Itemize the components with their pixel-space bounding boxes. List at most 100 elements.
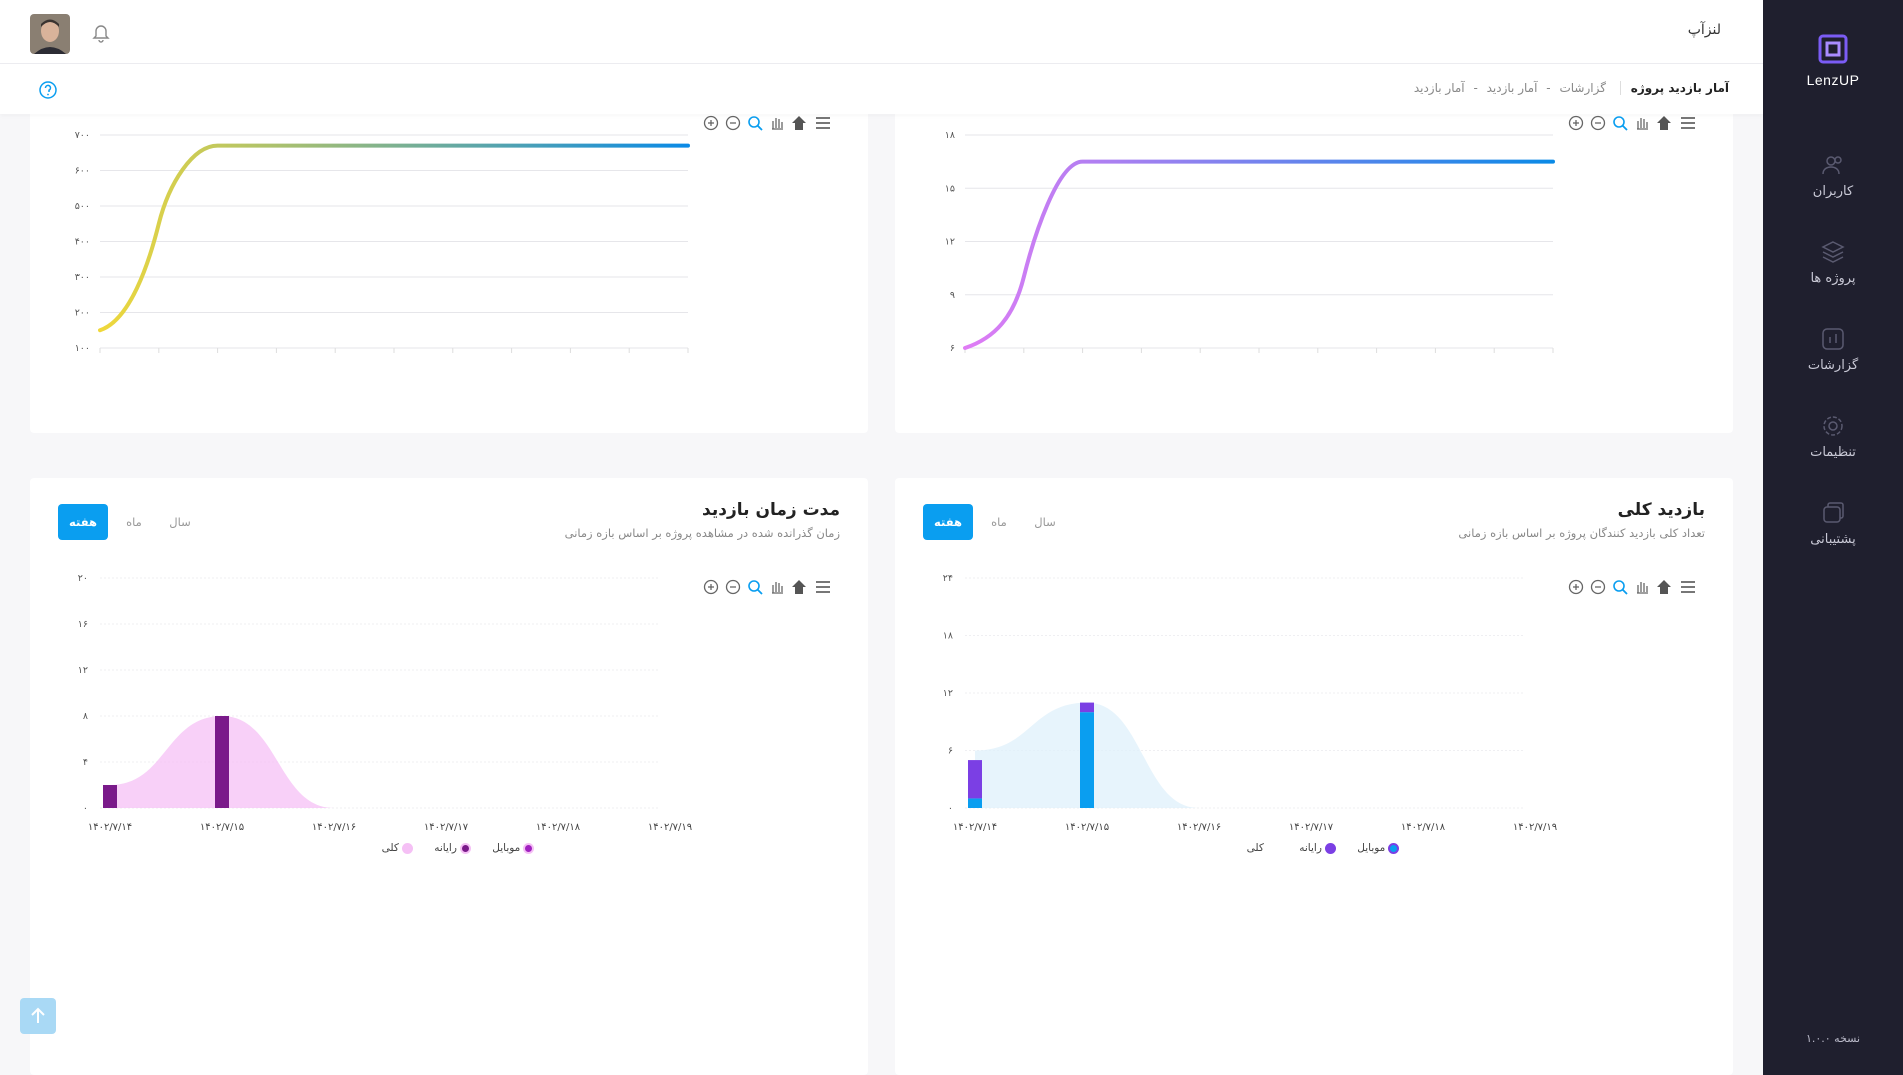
y-tick-label: ۱۸ [943, 631, 953, 642]
zoom-out-icon[interactable] [1589, 114, 1607, 132]
legend-item-desktop[interactable]: رایانه [434, 842, 471, 854]
x-tick-label: ۱۴۰۲/۷/۱۷ [424, 822, 469, 833]
home-reset-icon[interactable] [1655, 114, 1673, 132]
sidebar-item-projects[interactable]: پروژه ها [1763, 239, 1903, 286]
zoom-out-icon[interactable] [724, 578, 742, 596]
tab-year[interactable]: سال [169, 515, 191, 529]
menu-icon[interactable] [1679, 578, 1697, 596]
layers-icon [1821, 241, 1845, 263]
period-tabs: هفته ماه سال [58, 504, 218, 540]
x-tick-label: ۱۴۰۲/۷/۱۸ [536, 822, 581, 833]
zoom-out-icon[interactable] [1589, 578, 1607, 596]
pan-hand-icon[interactable] [1633, 114, 1651, 132]
series-area-total [110, 716, 670, 808]
y-tick-label: ۱۰۰ [75, 343, 90, 354]
y-tick-label: ۷۰۰ [75, 130, 90, 141]
tab-year[interactable]: سال [1034, 515, 1056, 529]
breadcrumb-link-visit-stats-2[interactable]: آمار بازدید [1413, 81, 1465, 95]
sidebar-item-label: تنظیمات [1810, 445, 1856, 460]
bell-icon[interactable] [90, 21, 112, 43]
legend-label: رایانه [1299, 842, 1322, 854]
sidebar-item-support[interactable]: پشتیبانی [1763, 500, 1903, 547]
sidebar-item-label: پشتیبانی [1810, 532, 1856, 547]
menu-icon[interactable] [814, 114, 832, 132]
zoom-in-icon[interactable] [702, 114, 720, 132]
selection-zoom-icon[interactable] [746, 578, 764, 596]
pan-hand-icon[interactable] [1633, 578, 1651, 596]
scroll-to-top-button[interactable] [20, 998, 56, 1034]
series-line [98, 143, 690, 333]
legend-item-desktop[interactable]: رایانه [1299, 842, 1336, 854]
legend-dot [401, 842, 413, 854]
chart-icon [1822, 328, 1844, 350]
support-icon [1823, 502, 1844, 523]
sidebar-item-settings[interactable]: تنظیمات [1763, 413, 1903, 460]
selection-zoom-icon[interactable] [1611, 578, 1629, 596]
bar-mobile[interactable] [1080, 712, 1094, 808]
menu-icon[interactable] [814, 578, 832, 596]
card-subtitle: تعداد کلی بازدید کنندگان پروژه بر اساس ب… [1458, 526, 1705, 540]
card-title: مدت زمان بازدید [702, 500, 840, 520]
tab-week[interactable]: هفته [58, 504, 108, 540]
card-subtitle: زمان گذرانده شده در مشاهده پروژه بر اساس… [564, 526, 840, 540]
legend-label: کلی [1246, 842, 1264, 854]
card-line-visits: ۶ ۹ ۱۲ ۱۵ ۱۸ [895, 90, 1733, 433]
sidebar-item-label: کاربران [1812, 184, 1854, 199]
bar-mobile[interactable] [968, 798, 982, 808]
home-reset-icon[interactable] [1655, 578, 1673, 596]
bar-desktop[interactable] [215, 716, 229, 808]
bar-chart-visit-duration: ۰ ۴ ۸ ۱۲ ۱۶ ۲۰ ۱۴۰۲/۷/۱۴ ۱۴۰۲/۷/۱۵ ۱۴۰۲/۷/۱۶ ۱۴۰۲… [78, 573, 692, 833]
sidebar-item-label: پروژه ها [1810, 271, 1856, 286]
selection-zoom-icon[interactable] [1611, 114, 1629, 132]
selection-zoom-icon[interactable] [746, 114, 764, 132]
breadcrumb-link-visit-stats[interactable]: آمار بازدید [1486, 81, 1538, 95]
zoom-in-icon[interactable] [702, 578, 720, 596]
avatar[interactable] [30, 14, 70, 54]
legend-item-mobile[interactable]: موبایل [492, 842, 535, 854]
y-tick-label: ۱۵ [945, 183, 955, 194]
legend-item-mobile[interactable]: موبایل [1357, 842, 1400, 854]
menu-icon[interactable] [1679, 114, 1697, 132]
zoom-in-icon[interactable] [1567, 578, 1585, 596]
y-tick-label: ۶ [948, 746, 953, 757]
card-total-visits: بازدید کلی تعداد کلی بازدید کنندگان پروژ… [895, 478, 1733, 1075]
breadcrumb-separator: - [1473, 81, 1478, 95]
x-tick-label: ۱۴۰۲/۷/۱۴ [953, 822, 997, 833]
zoom-out-icon[interactable] [724, 114, 742, 132]
pan-hand-icon[interactable] [768, 114, 786, 132]
gear-icon [1823, 416, 1843, 436]
app-version: نسخه ۱.۰.۰ [1805, 1032, 1861, 1045]
app-title: لنزآپ [1687, 22, 1721, 38]
legend-item-total[interactable]: کلی [1247, 842, 1278, 854]
lenzup-logo-icon [1818, 34, 1848, 64]
bar-desktop[interactable] [968, 760, 982, 799]
tab-month[interactable]: ماه [991, 515, 1007, 529]
period-tabs: هفته ماه سال [923, 504, 1083, 540]
home-reset-icon[interactable] [790, 578, 808, 596]
tab-month[interactable]: ماه [126, 515, 142, 529]
sidebar-item-users[interactable]: کاربران [1763, 152, 1903, 199]
bar-desktop[interactable] [103, 785, 117, 808]
legend-label: موبایل [1357, 842, 1386, 854]
tab-week[interactable]: هفته [923, 504, 973, 540]
breadcrumb-link-reports[interactable]: گزارشات [1559, 81, 1606, 95]
app-logo[interactable]: LenzUP [1763, 34, 1903, 88]
legend-dot [1388, 842, 1400, 854]
breadcrumb-separator: - [1546, 81, 1551, 95]
y-tick-label: ۲۴ [943, 573, 953, 584]
legend-item-total[interactable]: کلی [382, 842, 413, 854]
chart-toolbar [1567, 578, 1697, 598]
chart-toolbar [1567, 114, 1697, 134]
zoom-in-icon[interactable] [1567, 114, 1585, 132]
y-tick-label: ۲۰۰ [75, 308, 90, 319]
y-tick-label: ۴۰۰ [75, 237, 90, 248]
help-icon[interactable] [38, 80, 58, 100]
line-chart-duration: ۱۰۰ ۲۰۰ ۳۰۰ ۴۰۰ ۵۰۰ ۶۰۰ ۷۰۰ [75, 130, 690, 354]
bar-desktop[interactable] [1080, 702, 1094, 713]
user-avatar-icon [30, 14, 70, 54]
y-tick-label: ۶ [950, 343, 955, 354]
x-tick-label: ۱۴۰۲/۷/۱۴ [88, 822, 132, 833]
home-reset-icon[interactable] [790, 114, 808, 132]
sidebar-item-reports[interactable]: گزارشات [1763, 326, 1903, 373]
pan-hand-icon[interactable] [768, 578, 786, 596]
